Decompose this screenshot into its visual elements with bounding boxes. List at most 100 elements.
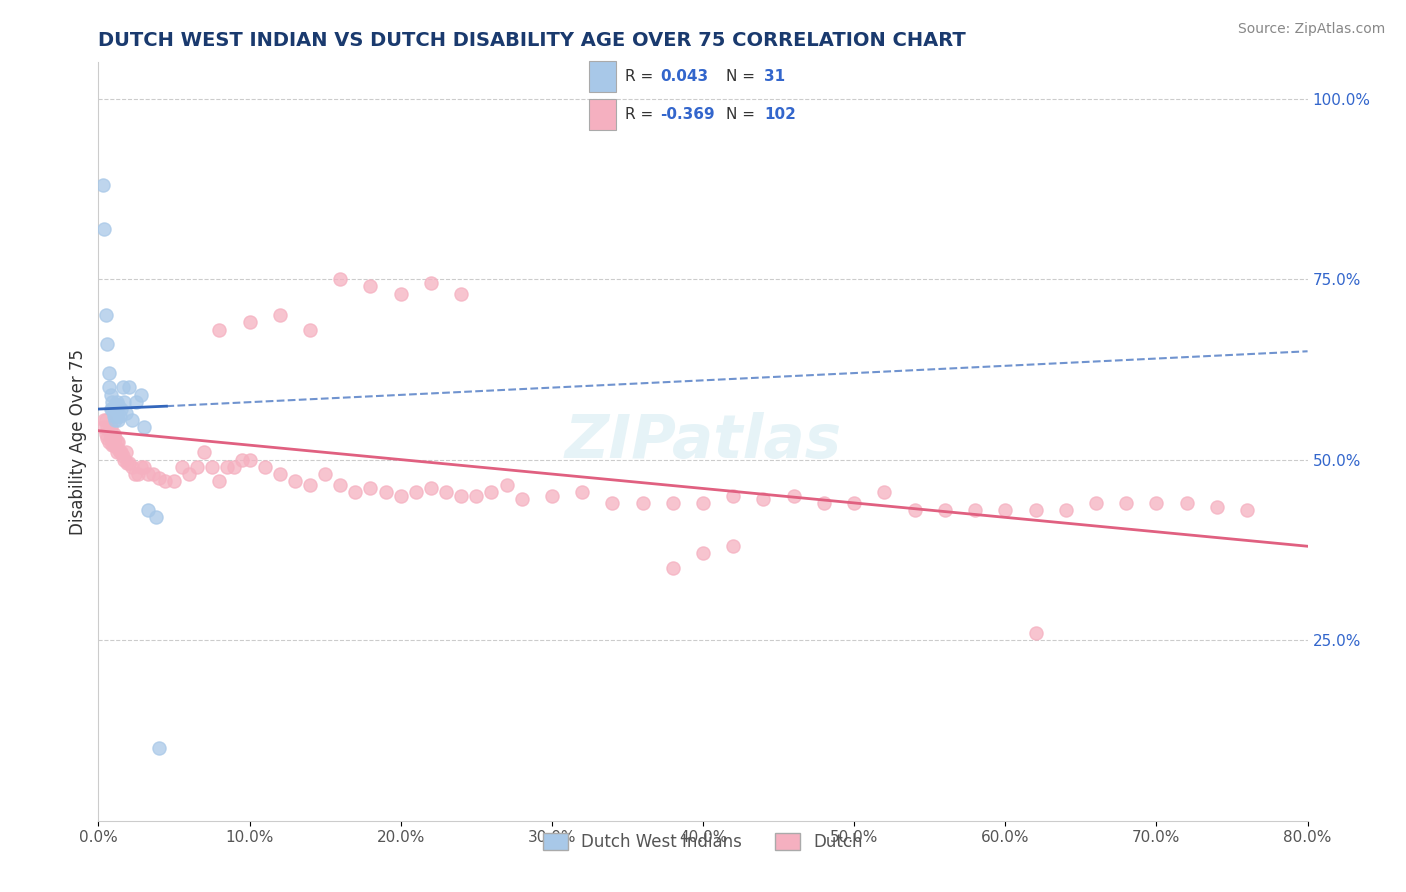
Point [132,420,155,434]
Point [661,496,683,510]
Point [450,286,472,301]
Point [208,323,231,337]
Point [239,315,262,329]
Point [813,496,835,510]
Point [163,475,186,489]
Point [98,380,121,394]
Point [105,434,128,449]
Point [124,467,146,481]
Text: R =: R = [624,107,658,122]
Point [103,409,125,424]
Point [100,420,122,434]
Point [420,482,443,496]
Point [465,489,488,503]
Point [1144,496,1167,510]
Point [1175,496,1198,510]
Point [108,409,131,424]
Point [101,427,124,442]
Point [136,467,159,481]
Point [100,402,122,417]
Point [201,459,224,474]
Point [208,475,231,489]
Point [125,394,148,409]
Point [108,445,131,459]
Text: Source: ZipAtlas.com: Source: ZipAtlas.com [1237,22,1385,37]
Point [1115,496,1137,510]
Point [105,394,128,409]
Point [314,467,336,481]
Text: 0.043: 0.043 [661,69,709,84]
Point [121,459,143,474]
Point [114,445,136,459]
Point [389,286,412,301]
Point [481,485,503,500]
Point [540,489,562,503]
Point [121,413,143,427]
Point [118,380,141,394]
Point [100,431,122,445]
Text: -0.369: -0.369 [661,107,714,122]
Point [1054,503,1077,517]
Point [844,496,866,510]
Y-axis label: Disability Age Over 75: Disability Age Over 75 [69,349,87,534]
Point [602,496,624,510]
Text: 102: 102 [765,107,796,122]
Point [253,459,276,474]
Point [98,434,121,449]
Point [1206,500,1229,514]
Point [873,485,896,500]
Point [104,399,127,413]
Point [389,489,412,503]
Point [329,478,352,492]
Point [101,394,124,409]
Point [93,413,115,427]
Point [107,413,129,427]
Point [114,406,136,420]
Point [107,434,129,449]
Point [110,402,132,417]
Point [142,467,165,481]
Point [94,413,117,427]
Point [1085,496,1108,510]
Point [299,323,322,337]
Point [269,467,291,481]
Point [127,467,149,481]
Text: N =: N = [725,69,759,84]
Point [179,467,201,481]
Point [239,452,262,467]
Point [510,492,533,507]
Point [374,485,396,500]
Point [136,503,159,517]
Point [148,470,170,484]
Point [405,485,427,500]
FancyBboxPatch shape [589,62,616,92]
Point [103,406,125,420]
Point [215,459,238,474]
Point [101,438,124,452]
Point [224,459,246,474]
Point [299,478,322,492]
Text: 31: 31 [765,69,786,84]
Point [104,431,127,445]
Point [571,485,593,500]
Point [752,492,775,507]
Point [284,475,307,489]
Point [103,427,125,442]
Point [934,503,956,517]
Point [344,485,367,500]
Point [904,503,927,517]
Point [96,431,118,445]
Point [723,539,745,553]
Point [723,489,745,503]
Point [329,272,352,286]
Point [129,387,152,401]
Point [91,420,114,434]
Point [434,485,457,500]
Point [96,337,118,351]
Point [661,561,683,575]
Point [148,741,170,756]
Point [104,438,127,452]
Text: DUTCH WEST INDIAN VS DUTCH DISABILITY AGE OVER 75 CORRELATION CHART: DUTCH WEST INDIAN VS DUTCH DISABILITY AG… [98,30,966,50]
Point [111,449,134,463]
Point [110,445,132,459]
